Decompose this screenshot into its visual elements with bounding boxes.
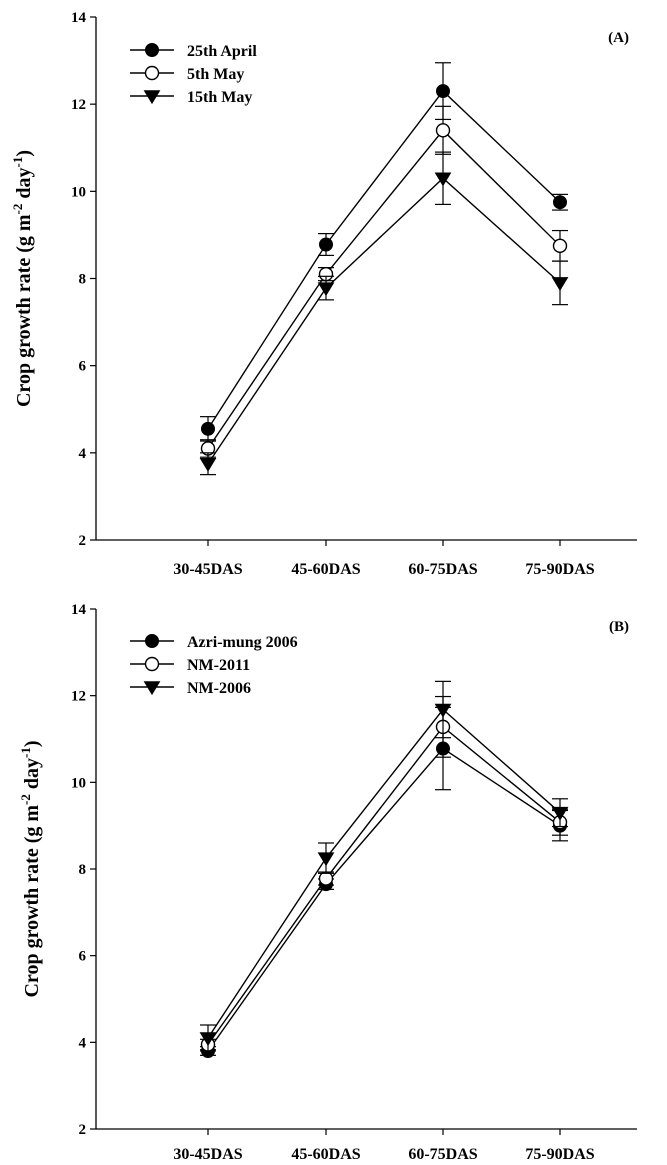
data-point [317,282,335,297]
series-2 [200,105,568,458]
legend: 25th April 5th May 15th May [130,43,257,106]
data-point [319,237,333,252]
data-point [551,277,569,291]
legend-item: 5th May [130,65,244,83]
data-point [199,457,217,472]
data-point [434,703,452,718]
y-tick-label: 14 [71,602,87,618]
legend-label: 25th April [187,43,257,60]
legend-label: NM-2006 [187,680,251,697]
data-point [551,806,569,821]
data-point [435,123,451,138]
series-line [207,747,561,1052]
series-1 [200,706,568,1058]
x-tick-label: 30-45DAS [173,1146,242,1163]
y-tick-label: 6 [79,949,87,965]
data-point [199,1032,217,1047]
series-line [207,708,561,1039]
x-tick-label: 75-90DAS [525,1146,594,1163]
legend: Azri-mung 2006 NM-2011 NM-2006 [130,634,298,697]
data-point [552,238,568,254]
panel-label: (A) [608,30,629,46]
legend-marker [145,634,159,648]
x-tick-label: 45-60DAS [291,561,360,578]
series-1 [200,62,568,442]
data-point [318,871,334,886]
y-tick-label: 10 [71,775,86,791]
legend-label: Azri-mung 2006 [187,634,298,651]
y-tick-label: 14 [71,10,87,26]
y-tick-label: 8 [79,272,87,288]
y-tick-label: 10 [71,184,86,200]
x-tick-label: 60-75DAS [408,1146,477,1163]
legend-item: 25th April [130,43,257,60]
series-3 [199,680,569,1052]
series-line [207,177,561,465]
legend-item: Azri-mung 2006 [130,634,298,651]
data-point [201,421,215,436]
legend-label: 15th May [187,89,252,106]
legend-item: NM-2011 [130,656,250,674]
y-tick-label: 4 [79,1035,87,1051]
chart-panel-2: 2 4 6 8 10 12 14 30-45DAS 45-60DAS 60-75DAS 75-90D… [18,602,637,1163]
x-tick-label: 30-45DAS [173,561,242,578]
series-2 [200,695,568,1052]
chart-panel-1: 2 4 6 8 10 12 14 30-45DAS 45-60DAS 60-75DAS 75-90D… [10,10,637,578]
y-tick-label: 12 [71,689,86,705]
y-tick-label: 2 [79,533,87,549]
data-point [317,852,335,867]
legend-label: 5th May [187,66,244,83]
data-point [434,172,452,187]
y-tick-label: 6 [79,359,87,375]
x-tick-label: 75-90DAS [525,561,594,578]
y-axis-label: Crop growth rate (g m-2 day-1) [18,740,43,997]
series-line [207,90,561,430]
x-tick-label: 60-75DAS [408,561,477,578]
data-point [553,195,567,210]
y-tick-label: 8 [79,862,87,878]
legend-marker [144,65,160,81]
y-tick-label: 2 [79,1122,87,1138]
y-tick-label: 4 [79,446,87,462]
series-3 [199,151,569,476]
data-point [436,84,450,99]
y-tick-label: 12 [71,97,86,113]
legend-marker [144,656,160,672]
legend-label: NM-2011 [187,657,250,674]
legend-item: NM-2006 [130,680,251,697]
series-line [207,129,561,449]
series-line [207,725,561,1045]
legend-marker [143,681,161,696]
legend-marker [145,43,159,57]
x-tick-label: 45-60DAS [291,1146,360,1163]
panel-label: (B) [609,619,629,635]
y-axis-label: Crop growth rate (g m-2 day-1) [10,150,35,407]
legend-item: 15th May [130,89,252,106]
legend-marker [143,90,161,105]
